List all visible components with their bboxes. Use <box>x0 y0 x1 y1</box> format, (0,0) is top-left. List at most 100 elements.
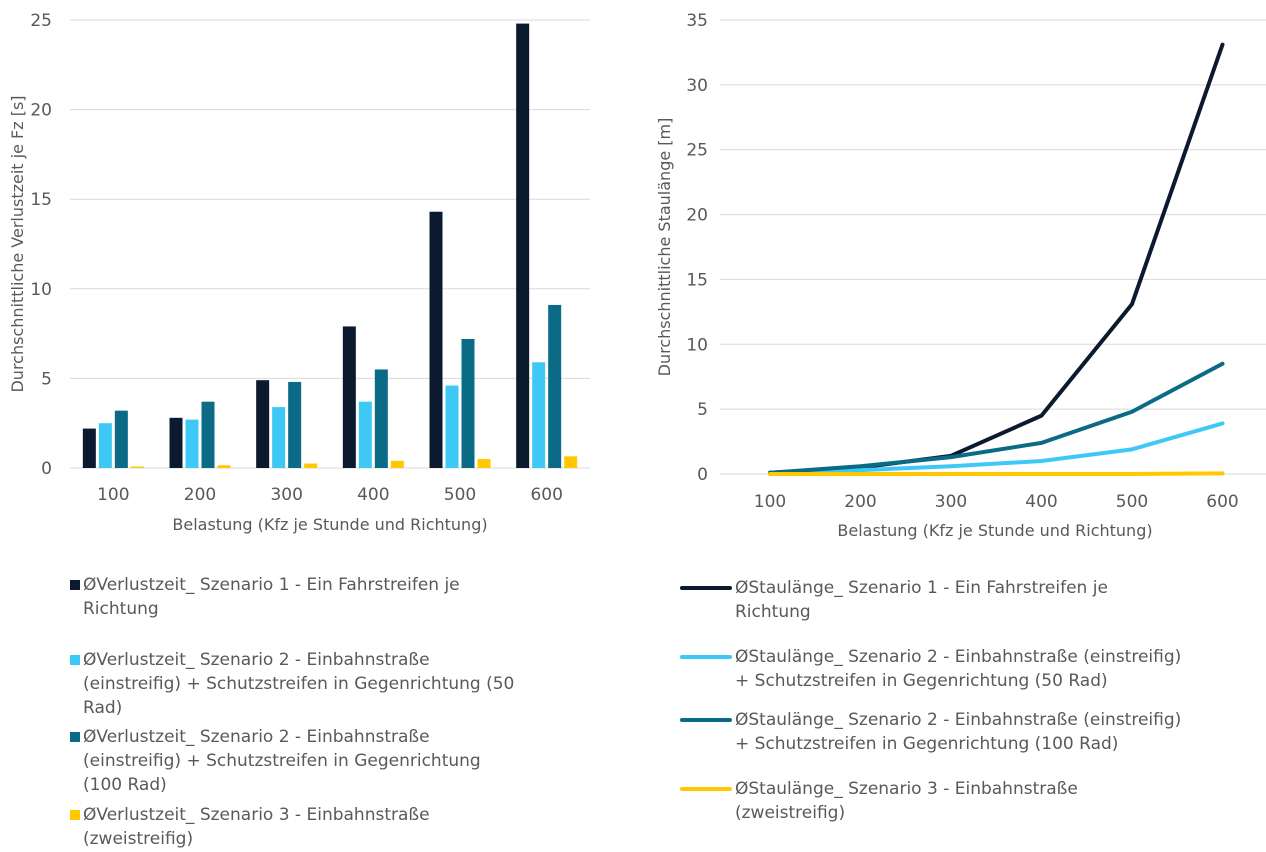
y-tick-label: 20 <box>30 101 52 121</box>
line-series-4 <box>768 471 1225 476</box>
bar-series-4-100 <box>130 466 144 468</box>
x-tick-label: 300 <box>270 485 302 505</box>
legend-item-4: ØStaulänge_ Szenario 3 - Einbahnstraße (z… <box>680 777 1078 825</box>
y-tick-label: 0 <box>41 459 52 479</box>
legend-label: ØStaulänge_ Szenario 1 - Ein Fahrstreife… <box>735 576 1108 624</box>
legend-swatch <box>680 655 732 659</box>
bar-chart-legend: ØVerlustzeit_ Szenario 1 - Ein Fahrstrei… <box>70 0 630 852</box>
x-tick-label: 100 <box>97 485 129 505</box>
x-tick-label: 400 <box>1025 492 1057 512</box>
bar-series-4-300 <box>304 463 318 468</box>
legend-label-line: ØVerlustzeit_ Szenario 1 - Ein Fahrstrei… <box>83 575 460 595</box>
bar-series-2-500 <box>445 385 459 468</box>
y-tick-label: 5 <box>697 400 708 420</box>
bar-series-3-400 <box>374 369 388 468</box>
legend-swatch <box>70 732 80 742</box>
legend-item-3: ØStaulänge_ Szenario 2 - Einbahnstraße (… <box>680 708 1181 756</box>
line-series-2 <box>768 421 1225 475</box>
legend-swatch <box>70 655 80 665</box>
legend-label-line: ØStaulänge_ Szenario 1 - Ein Fahrstreife… <box>735 578 1108 598</box>
y-tick-label: 35 <box>686 11 708 31</box>
y-tick-label: 10 <box>30 280 52 300</box>
bar-series-2-400 <box>358 401 372 468</box>
line-chart-staulaenge: 0 5 10 15 20 25 30 35 100 200 300 400 500 600 Belastun… <box>655 11 1266 540</box>
x-tick-label: 500 <box>444 485 476 505</box>
legend-item-4: ØVerlustzeit_ Szenario 3 - Einbahnstraße… <box>70 803 430 851</box>
bar-series-1-500 <box>429 211 443 468</box>
legend-label-line: ØVerlustzeit_ Szenario 3 - Einbahnstraße <box>83 805 430 825</box>
x-tick-label: 200 <box>184 485 216 505</box>
legend-label-line: (100 Rad) <box>83 775 167 795</box>
y-tick-label: 30 <box>686 76 708 96</box>
bar-series-3-600 <box>548 304 562 468</box>
legend-label-line: (einstreifig) + Schutzstreifen in Gegenr… <box>83 674 515 694</box>
legend-label-line: Richtung <box>735 602 811 622</box>
x-tick-label: 600 <box>530 485 562 505</box>
bar-series-3-300 <box>288 381 302 468</box>
bar-series-2-100 <box>98 423 112 468</box>
legend-label-line: ØStaulänge_ Szenario 2 - Einbahnstraße (… <box>735 647 1182 667</box>
legend-label-line: (zweistreifig) <box>83 829 194 849</box>
legend-label-line: ØStaulänge_ Szenario 3 - Einbahnstraße <box>735 779 1078 799</box>
legend-label-line: ØStaulänge_ Szenario 2 - Einbahnstraße (… <box>735 710 1182 730</box>
legend-label-line: Rad) <box>83 698 123 718</box>
x-tick-label: 400 <box>357 485 389 505</box>
x-tick-label: 100 <box>754 492 786 512</box>
legend-label: ØVerlustzeit_ Szenario 3 - Einbahnstraße… <box>83 803 430 851</box>
legend-label-line: + Schutzstreifen in Gegenrichtung (100 R… <box>735 734 1119 754</box>
bar-series-2-300 <box>272 407 286 468</box>
legend-swatch <box>680 718 732 722</box>
legend-label: ØVerlustzeit_ Szenario 1 - Ein Fahrstrei… <box>83 573 460 621</box>
legend-label: ØStaulänge_ Szenario 3 - Einbahnstraße (z… <box>735 777 1078 825</box>
legend-label-line: (zweistreifig) <box>735 803 846 823</box>
bar-series-4-400 <box>390 460 404 468</box>
y-tick-label: 25 <box>686 141 708 161</box>
legend-label-line: ØVerlustzeit_ Szenario 2 - Einbahnstraße <box>83 727 430 747</box>
x-tick-label: 600 <box>1206 492 1238 512</box>
y-tick-label: 10 <box>686 335 708 355</box>
y-tick-label: 15 <box>686 270 708 290</box>
legend-item-2: ØStaulänge_ Szenario 2 - Einbahnstraße (… <box>680 645 1181 693</box>
bar-chart-verlustzeit: 0 5 10 15 20 25 100 200 300 400 500 600 Belastung (K… <box>8 11 590 534</box>
legend-swatch <box>70 810 80 820</box>
y-tick-label: 5 <box>41 369 52 389</box>
y-tick-label: 20 <box>686 206 708 226</box>
bar-series-3-100 <box>114 410 128 468</box>
bar-series-4-600 <box>564 456 578 468</box>
legend-swatch <box>70 580 80 590</box>
legend-swatch <box>680 586 732 590</box>
line-chart-legend: ØStaulänge_ Szenario 1 - Ein Fahrstreife… <box>680 0 1266 852</box>
bar-series-1-100 <box>82 428 96 468</box>
bar-series-4-500 <box>477 459 491 468</box>
legend-swatch <box>680 787 732 791</box>
y-axis-title: Durchschnittliche Staulänge [m] <box>655 118 674 377</box>
bar-series-2-600 <box>532 362 546 468</box>
x-axis-title: Belastung (Kfz je Stunde und Richtung) <box>837 521 1152 540</box>
legend-label-line: Richtung <box>83 599 159 619</box>
bar-series-1-600 <box>516 23 530 469</box>
x-axis-title: Belastung (Kfz je Stunde und Richtung) <box>172 515 487 534</box>
bar-series-2-200 <box>185 419 199 468</box>
y-tick-label: 25 <box>30 11 52 31</box>
bar-series-1-400 <box>342 326 356 468</box>
y-axis-title: Durchschnittliche Verlustzeit je Fz [s] <box>8 95 27 392</box>
legend-label: ØVerlustzeit_ Szenario 2 - Einbahnstraße… <box>83 648 514 720</box>
legend-item-2: ØVerlustzeit_ Szenario 2 - Einbahnstraße… <box>70 648 514 720</box>
bar-series-3-200 <box>201 401 215 468</box>
bar-series-1-200 <box>169 417 183 468</box>
legend-label: ØStaulänge_ Szenario 2 - Einbahnstraße (… <box>735 708 1181 756</box>
legend-label-line: + Schutzstreifen in Gegenrichtung (50 Ra… <box>735 671 1108 691</box>
legend-item-1: ØVerlustzeit_ Szenario 1 - Ein Fahrstrei… <box>70 573 460 621</box>
legend-label: ØStaulänge_ Szenario 2 - Einbahnstraße (… <box>735 645 1181 693</box>
legend-label-line: ØVerlustzeit_ Szenario 2 - Einbahnstraße <box>83 650 430 670</box>
bar-series-4-200 <box>217 465 231 468</box>
y-tick-label: 0 <box>697 465 708 485</box>
bar-series-1-300 <box>256 380 270 468</box>
x-tick-label: 500 <box>1116 492 1148 512</box>
x-tick-label: 200 <box>844 492 876 512</box>
legend-item-1: ØStaulänge_ Szenario 1 - Ein Fahrstreife… <box>680 576 1108 624</box>
x-tick-label: 300 <box>935 492 967 512</box>
legend-label: ØVerlustzeit_ Szenario 2 - Einbahnstraße… <box>83 725 481 797</box>
legend-label-line: (einstreifig) + Schutzstreifen in Gegenr… <box>83 751 481 771</box>
